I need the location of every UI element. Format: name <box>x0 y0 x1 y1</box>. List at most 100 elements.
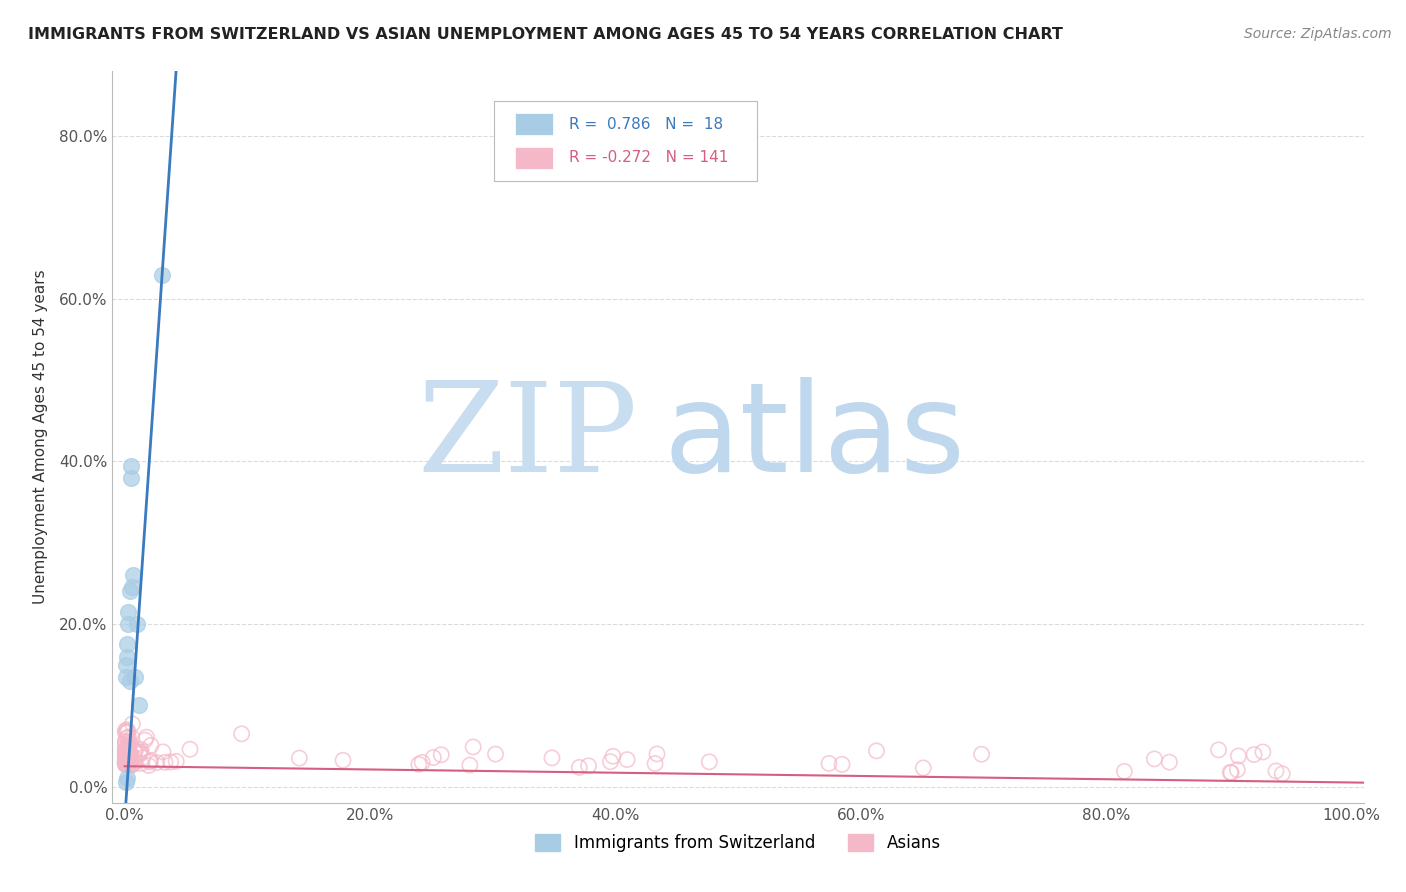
Point <box>122 568 145 582</box>
Point <box>120 753 142 767</box>
Point <box>179 742 201 756</box>
Point <box>114 756 136 770</box>
Point <box>114 757 136 772</box>
Point <box>118 757 141 772</box>
Point <box>115 657 138 672</box>
Point <box>463 739 485 754</box>
Point <box>118 753 141 767</box>
Point <box>153 756 176 770</box>
Point <box>124 756 146 770</box>
Point <box>120 747 142 761</box>
Point <box>117 748 139 763</box>
Point <box>117 754 139 768</box>
Point <box>114 725 136 739</box>
Point <box>117 738 139 752</box>
Point <box>114 723 136 738</box>
Point <box>818 756 841 771</box>
Text: R = -0.272   N = 141: R = -0.272 N = 141 <box>569 150 728 165</box>
Point <box>117 617 139 632</box>
Point <box>120 747 142 762</box>
Point <box>120 750 142 764</box>
Point <box>117 730 139 744</box>
Point <box>122 757 145 772</box>
Point <box>121 581 143 595</box>
Point <box>114 735 136 749</box>
Point <box>332 753 354 767</box>
Point <box>124 670 146 684</box>
Point <box>115 749 138 764</box>
Point <box>288 751 311 765</box>
Point <box>114 757 136 772</box>
Point <box>1243 747 1265 762</box>
Text: Source: ZipAtlas.com: Source: ZipAtlas.com <box>1244 27 1392 41</box>
Point <box>114 746 136 760</box>
Point <box>1251 745 1274 759</box>
Point <box>114 752 136 766</box>
Point <box>231 727 253 741</box>
Point <box>599 755 621 769</box>
Point <box>118 742 141 756</box>
Point <box>134 733 156 747</box>
Point <box>117 743 139 757</box>
Point <box>120 471 142 485</box>
Point <box>114 755 136 769</box>
Point <box>138 755 160 769</box>
Point <box>115 775 138 789</box>
Point <box>165 755 187 769</box>
Point <box>138 758 160 772</box>
Point <box>117 739 139 753</box>
Point <box>129 742 152 756</box>
Point <box>644 756 666 771</box>
Point <box>114 743 136 757</box>
Point <box>114 754 136 768</box>
Point <box>458 758 481 772</box>
Point <box>422 750 444 764</box>
Point <box>115 756 138 770</box>
Point <box>616 753 638 767</box>
Point <box>114 745 136 759</box>
FancyBboxPatch shape <box>516 113 553 135</box>
Point <box>114 739 136 753</box>
Point <box>1114 764 1136 779</box>
Point <box>114 756 136 770</box>
Point <box>645 747 668 761</box>
Point <box>1219 765 1241 780</box>
Point <box>135 730 157 744</box>
Point <box>125 617 148 632</box>
Point <box>115 772 138 786</box>
Point <box>430 747 453 762</box>
Point <box>120 748 142 763</box>
Point <box>484 747 506 761</box>
Point <box>115 749 138 764</box>
Point <box>146 756 169 770</box>
Point <box>118 749 141 764</box>
Point <box>129 745 152 759</box>
Point <box>115 752 138 766</box>
Point <box>117 757 139 772</box>
Point <box>1226 763 1249 777</box>
Point <box>115 741 138 756</box>
Text: R =  0.786   N =  18: R = 0.786 N = 18 <box>569 117 723 131</box>
Point <box>1227 749 1250 764</box>
Point <box>115 723 138 737</box>
Point <box>114 754 136 768</box>
Point <box>121 717 143 731</box>
Point <box>159 755 181 769</box>
Point <box>114 747 136 762</box>
Text: atlas: atlas <box>664 376 965 498</box>
Legend: Immigrants from Switzerland, Asians: Immigrants from Switzerland, Asians <box>527 825 949 860</box>
Point <box>139 754 162 768</box>
Point <box>115 756 138 770</box>
Point <box>118 735 141 749</box>
Point <box>970 747 993 762</box>
Point <box>129 745 152 759</box>
Point <box>118 584 141 599</box>
Point <box>411 756 433 770</box>
Point <box>117 605 139 619</box>
Point <box>408 757 430 772</box>
Point <box>114 747 136 761</box>
Point <box>115 670 138 684</box>
Point <box>114 754 136 768</box>
Point <box>578 759 600 773</box>
Point <box>150 268 173 282</box>
